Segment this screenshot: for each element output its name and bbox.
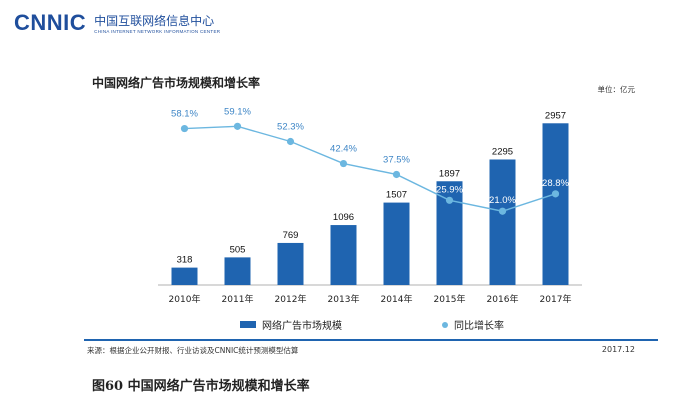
bar-1 xyxy=(224,257,251,285)
bar-7 xyxy=(542,123,569,285)
growth-rate-label-4: 37.5% xyxy=(383,154,410,165)
legend-bar-swatch xyxy=(240,321,256,328)
x-tick-label-6: 2016年 xyxy=(487,293,519,305)
growth-rate-point-1 xyxy=(233,122,242,130)
source-note: 来源：根据企业公开财报、行业访谈及CNNIC统计预测模型估算 xyxy=(87,346,299,355)
header: CNNIC 中国互联网络信息中心 CHINA INTERNET NETWORK … xyxy=(14,8,220,38)
chart-title: 中国网络广告市场规模和增长率 xyxy=(92,76,261,90)
growth-rate-label-6: 21.0% xyxy=(489,195,516,206)
bar-value-label-1: 505 xyxy=(230,244,246,255)
growth-rate-label-1: 59.1% xyxy=(224,106,251,117)
org-name-cn: 中国互联网络信息中心 xyxy=(94,14,215,28)
growth-rate-point-2 xyxy=(286,137,295,146)
growth-rate-label-0: 58.1% xyxy=(171,109,198,120)
growth-rate-point-4 xyxy=(392,170,401,179)
org-name: 中国互联网络信息中心 CHINA INTERNET NETWORK INFORM… xyxy=(94,12,220,34)
x-tick-label-1: 2011年 xyxy=(222,293,254,305)
x-tick-label-3: 2013年 xyxy=(328,293,360,305)
bar-value-label-4: 1507 xyxy=(386,190,407,201)
x-tick-label-4: 2014年 xyxy=(381,293,413,305)
bar-6 xyxy=(489,159,516,285)
growth-rate-point-3 xyxy=(339,159,348,168)
bar-value-label-6: 2295 xyxy=(492,146,513,157)
growth-rate-point-6 xyxy=(498,207,507,215)
divider xyxy=(84,339,658,341)
legend-line-swatch xyxy=(442,321,448,328)
bar-value-label-5: 1897 xyxy=(439,168,460,179)
bar-3 xyxy=(330,225,357,285)
x-tick-label-2: 2012年 xyxy=(275,293,307,305)
bar-0 xyxy=(171,267,198,285)
growth-rate-label-7: 28.8% xyxy=(542,178,569,189)
unit-label: 单位：亿元 xyxy=(597,85,636,94)
bar-value-label-7: 2957 xyxy=(545,110,566,121)
growth-rate-label-2: 52.3% xyxy=(277,122,304,133)
legend-bar-label: 网络广告市场规模 xyxy=(262,321,342,332)
growth-rate-point-5 xyxy=(445,196,454,204)
bar-value-label-0: 318 xyxy=(177,255,193,266)
growth-rate-label-3: 42.4% xyxy=(330,144,357,155)
bar-4 xyxy=(383,202,410,285)
legend-item-bar: 网络广告市场规模 xyxy=(240,317,342,332)
x-tick-label-5: 2015年 xyxy=(434,293,466,305)
bar-2 xyxy=(277,242,304,285)
x-tick-label-0: 2010年 xyxy=(169,293,201,305)
growth-rate-point-0 xyxy=(180,124,189,133)
bar-value-label-3: 1096 xyxy=(333,212,354,223)
cnnic-logo: CNNIC xyxy=(14,10,87,35)
growth-rate-label-5: 25.9% xyxy=(436,184,463,195)
legend-line-label: 同比增长率 xyxy=(454,321,504,332)
figure-caption: 图60 中国网络广告市场规模和增长率 xyxy=(92,379,310,394)
x-tick-label-7: 2017年 xyxy=(540,293,572,305)
date-label: 2017.12 xyxy=(601,345,635,354)
growth-rate-point-7 xyxy=(551,190,560,198)
org-name-en: CHINA INTERNET NETWORK INFORMATION CENTE… xyxy=(94,29,221,34)
bar-value-label-2: 769 xyxy=(283,230,299,241)
growth-rate-line xyxy=(184,125,556,212)
legend-item-line: 同比增长率 xyxy=(442,317,504,332)
